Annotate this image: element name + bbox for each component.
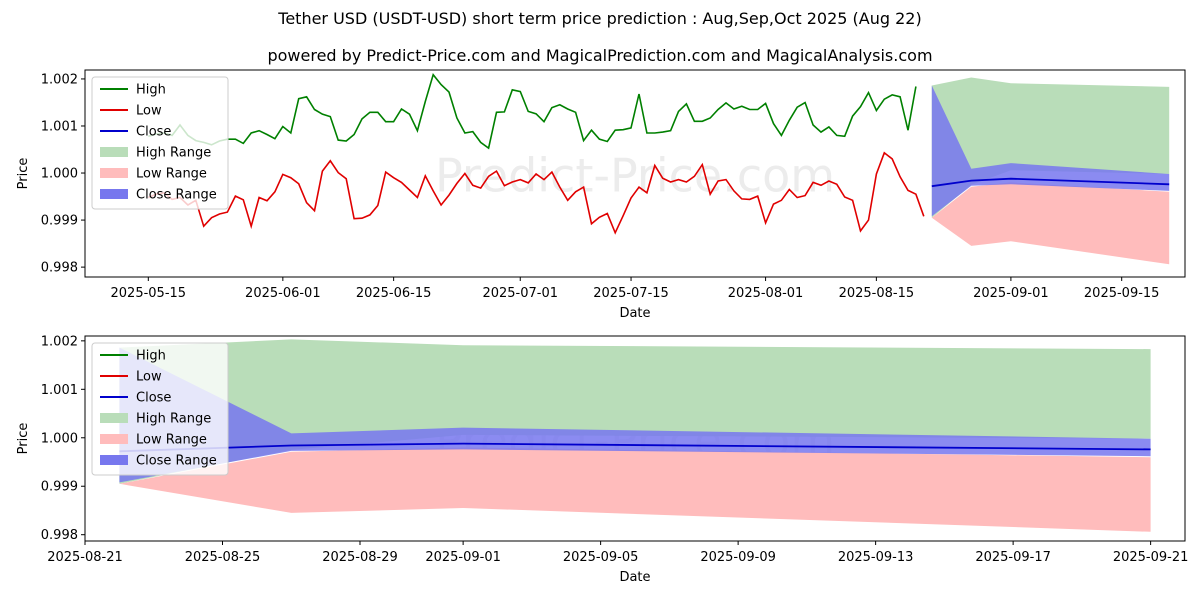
y-tick-label: 0.998 [41,261,78,276]
high-range-band [931,77,1170,218]
legend-label: Low [136,370,162,385]
legend-label: Low [136,104,162,119]
x-tick-label: 2025-08-15 [839,286,915,301]
x-axis-label: Date [619,306,650,321]
x-tick-label: 2025-05-15 [111,286,187,301]
legend-label: Close Range [136,454,217,469]
chart-panel-bottom: Predict-Price.com0.9980.9991.0001.0011.0… [16,334,1188,585]
y-tick-label: 0.998 [41,528,78,543]
plot-area [119,339,1151,532]
legend: High Low Close High Range Low Range Close Ran… [91,76,229,210]
legend-label: Close [136,125,171,140]
y-tick-label: 1.001 [41,119,78,134]
x-tick-label: 2025-06-15 [356,286,432,301]
y-tick-label: 1.002 [41,72,78,87]
y-axis-label: Price [16,158,31,190]
y-axis-label: Price [16,423,31,455]
x-tick-label: 2025-08-21 [47,550,123,565]
legend-label: High [136,349,166,364]
legend-swatch [100,434,128,444]
x-tick-label: 2025-09-15 [1084,286,1160,301]
x-tick-label: 2025-08-29 [322,550,398,565]
legend-swatch [100,147,128,157]
y-tick-label: 0.999 [41,214,78,229]
watermark: Predict-Price.com [435,149,835,203]
y-tick-label: 1.001 [41,383,78,398]
x-tick-label: 2025-09-09 [700,550,776,565]
y-tick-label: 1.000 [41,431,78,446]
close-range-band [931,85,1170,217]
chart-title: Tether USD (USDT-USD) short term price p… [278,9,922,28]
chart-subtitle: powered by Predict-Price.com and Magical… [267,46,933,65]
high-series-line [148,73,917,150]
x-tick-label: 2025-07-15 [593,286,669,301]
legend-label: Close Range [136,188,217,203]
low-range-band [931,182,1170,265]
y-tick-label: 0.999 [41,480,78,495]
x-tick-label: 2025-09-17 [975,550,1051,565]
x-tick-label: 2025-08-01 [728,286,804,301]
y-tick-label: 1.002 [41,334,78,349]
legend-swatch [100,168,128,178]
x-tick-label: 2025-09-05 [563,550,639,565]
legend-label: High Range [136,412,211,427]
legend-label: High Range [136,146,211,161]
x-tick-label: 2025-09-21 [1113,550,1189,565]
legend: High Low Close High Range Low Range Close Ran… [91,342,229,476]
close-series-line [931,177,1170,188]
x-tick-label: 2025-07-01 [482,286,558,301]
y-tick-label: 1.000 [41,167,78,182]
legend-swatch [100,455,128,465]
legend-label: Low Range [136,433,207,448]
low-series-line [147,151,925,235]
x-tick-label: 2025-08-25 [185,550,261,565]
high-range-band [119,339,1151,484]
legend-label: High [136,83,166,98]
legend-label: Close [136,391,171,406]
x-axis-label: Date [619,570,650,585]
x-tick-label: 2025-09-01 [973,286,1049,301]
legend-swatch [100,189,128,199]
x-tick-label: 2025-09-13 [838,550,914,565]
legend-swatch [100,413,128,423]
x-tick-label: 2025-09-01 [425,550,501,565]
close-range-band [119,347,1151,483]
legend-label: Low Range [136,167,207,182]
plot-area [147,73,1170,265]
x-tick-label: 2025-06-01 [245,286,321,301]
plot-frame [84,335,1186,542]
low-range-band [119,447,1151,532]
chart-panel-top: Predict-Price.com 0.998 0.999 1.000 1.001 1.0… [16,69,1186,321]
